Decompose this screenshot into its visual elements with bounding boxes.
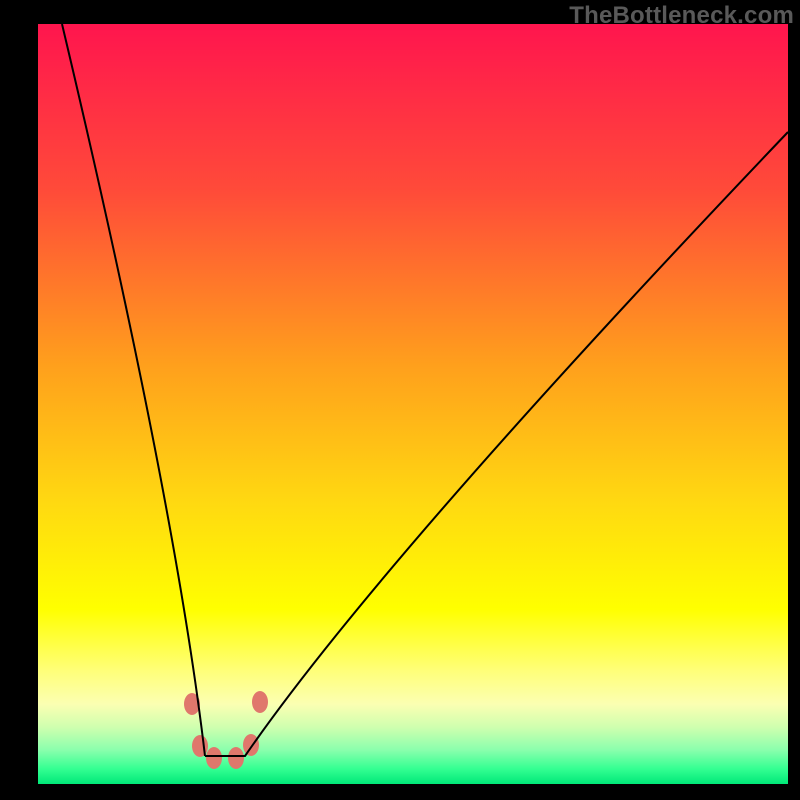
data-marker	[206, 747, 222, 769]
bottleneck-chart	[0, 0, 800, 800]
watermark-text: TheBottleneck.com	[569, 2, 794, 30]
data-marker	[252, 691, 268, 713]
plot-background	[38, 24, 788, 784]
data-marker	[228, 747, 244, 769]
data-marker	[243, 734, 259, 756]
chart-container: TheBottleneck.com	[0, 0, 800, 800]
